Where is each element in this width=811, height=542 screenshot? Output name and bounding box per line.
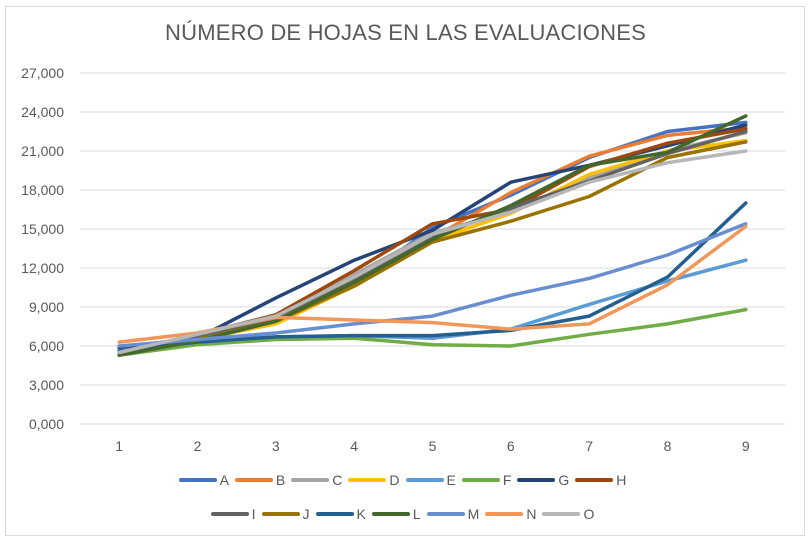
legend-label: A	[219, 472, 229, 488]
legend-item-J: J	[261, 506, 310, 522]
legend-swatch	[426, 512, 465, 516]
y-tick-label: 6,000	[29, 338, 64, 354]
legend-row-1: A B C D E F G H	[0, 472, 811, 488]
y-tick-label: 15,000	[21, 221, 64, 237]
legend-item-K: K	[315, 506, 366, 522]
x-tick-label: 6	[507, 438, 515, 454]
legend-swatch	[461, 478, 500, 482]
y-axis-ticks: 0,000 3,000 6,000 9,000 12,000 15,000 18,000 21…	[21, 65, 64, 432]
legend-item-F: F	[461, 472, 512, 488]
legend-item-M: M	[426, 506, 480, 522]
legend-label: D	[389, 472, 400, 488]
x-tick-label: 4	[350, 438, 358, 454]
y-tick-label: 21,000	[21, 143, 64, 159]
legend-swatch	[210, 512, 249, 516]
y-tick-label: 0,000	[29, 416, 64, 432]
series-line-M	[117, 222, 748, 348]
legend-item-O: O	[542, 506, 594, 522]
legend-label: E	[446, 472, 456, 488]
legend-label: O	[583, 506, 595, 522]
legend-item-I: I	[210, 506, 256, 522]
legend-label: J	[302, 506, 310, 522]
y-tick-label: 18,000	[21, 182, 64, 198]
legend-swatch	[261, 512, 300, 516]
legend-label: L	[412, 506, 421, 522]
x-tick-label: 3	[272, 438, 280, 454]
legend-swatch	[405, 478, 444, 482]
chart-title: NÚMERO DE HOJAS EN LAS EVALUACIONES	[165, 20, 646, 45]
legend-item-B: B	[234, 472, 286, 488]
y-tick-label: 12,000	[21, 260, 64, 276]
x-tick-label: 8	[664, 438, 672, 454]
legend-swatch	[178, 478, 217, 482]
legend-item-H: H	[575, 472, 626, 488]
series-line-F	[117, 307, 748, 357]
legend-swatch	[371, 512, 410, 516]
legend-item-C: C	[291, 472, 342, 488]
series-line-O	[117, 149, 748, 355]
legend-label: F	[502, 472, 512, 488]
legend-swatch	[348, 478, 387, 482]
legend-item-D: D	[348, 472, 400, 488]
legend-label: I	[251, 506, 256, 522]
series-line-I	[117, 129, 748, 356]
legend-item-E: E	[405, 472, 456, 488]
x-axis-ticks: 1 2 3 4 5 6 7 8 9	[115, 438, 750, 454]
y-tick-label: 3,000	[29, 377, 64, 393]
legend-label: H	[616, 472, 627, 488]
legend-swatch	[485, 512, 524, 516]
legend-swatch	[234, 478, 273, 482]
legend-row-2: I J K L M N O	[0, 506, 811, 522]
legend-swatch	[291, 478, 330, 482]
legend-label: K	[356, 506, 366, 522]
legend-label: G	[558, 472, 570, 488]
legend-label: N	[526, 506, 537, 522]
legend-label: C	[332, 472, 343, 488]
x-tick-label: 1	[115, 438, 123, 454]
legend-swatch	[315, 512, 354, 516]
y-tick-label: 9,000	[29, 299, 64, 315]
y-tick-label: 24,000	[21, 104, 64, 120]
legend-item-A: A	[178, 472, 229, 488]
legend-item-N: N	[485, 506, 536, 522]
legend-swatch	[542, 512, 581, 516]
legend-label: B	[275, 472, 286, 488]
x-tick-label: 7	[585, 438, 593, 454]
legend-swatch	[575, 478, 614, 482]
series-line-K	[117, 201, 748, 353]
legend-item-L: L	[371, 506, 421, 522]
x-tick-label: 5	[429, 438, 437, 454]
legend-item-G: G	[517, 472, 569, 488]
x-tick-label: 9	[742, 438, 750, 454]
series-lines	[117, 114, 748, 357]
legend-swatch	[517, 478, 556, 482]
legend-label: M	[467, 506, 480, 522]
x-tick-label: 2	[194, 438, 202, 454]
series-line-L	[117, 114, 748, 357]
y-tick-label: 27,000	[21, 65, 64, 81]
